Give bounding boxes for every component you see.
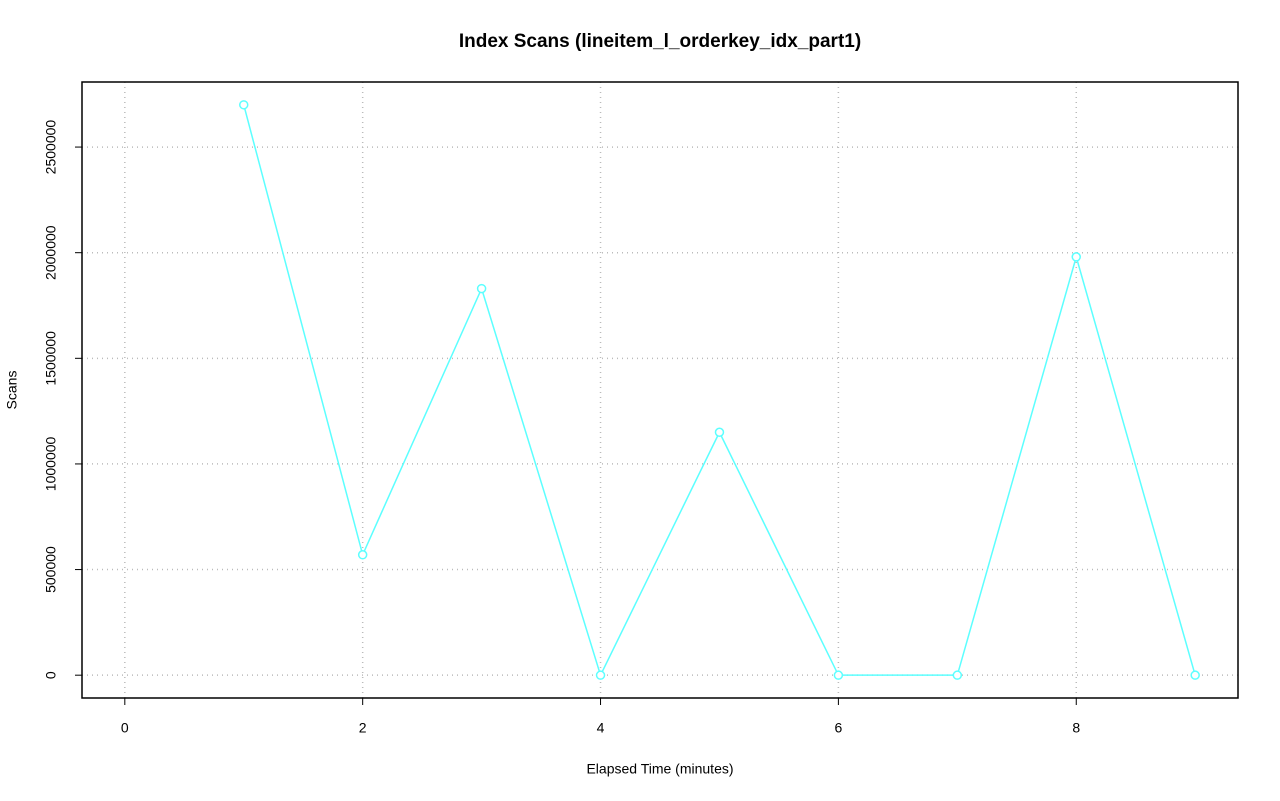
y-tick-label: 1500000 bbox=[43, 331, 59, 386]
data-point bbox=[833, 670, 844, 680]
plot-frame bbox=[81, 81, 1239, 699]
y-tick-label: 1000000 bbox=[43, 436, 59, 491]
data-point bbox=[1190, 670, 1200, 680]
x-tick-label: 0 bbox=[121, 720, 129, 736]
data-point bbox=[357, 550, 368, 560]
x-axis-label: Elapsed Time (minutes) bbox=[586, 761, 733, 777]
x-tick-label: 4 bbox=[597, 720, 605, 736]
data-point bbox=[1071, 252, 1082, 262]
x-tick-label: 8 bbox=[1072, 720, 1080, 736]
data-point bbox=[595, 670, 606, 680]
data-point bbox=[714, 427, 725, 437]
y-axis-label: Scans bbox=[4, 371, 20, 410]
y-tick-label: 0 bbox=[43, 671, 59, 679]
x-tick-label: 6 bbox=[834, 720, 842, 736]
x-tick-label: 2 bbox=[359, 720, 367, 736]
data-point bbox=[952, 670, 963, 680]
data-point bbox=[476, 283, 487, 294]
y-tick-label: 2000000 bbox=[43, 225, 59, 280]
data-point bbox=[238, 100, 249, 110]
chart-title: Index Scans (lineitem_l_orderkey_idx_par… bbox=[459, 31, 861, 52]
y-tick-label: 2500000 bbox=[43, 120, 59, 175]
y-tick-label: 500000 bbox=[43, 546, 59, 593]
